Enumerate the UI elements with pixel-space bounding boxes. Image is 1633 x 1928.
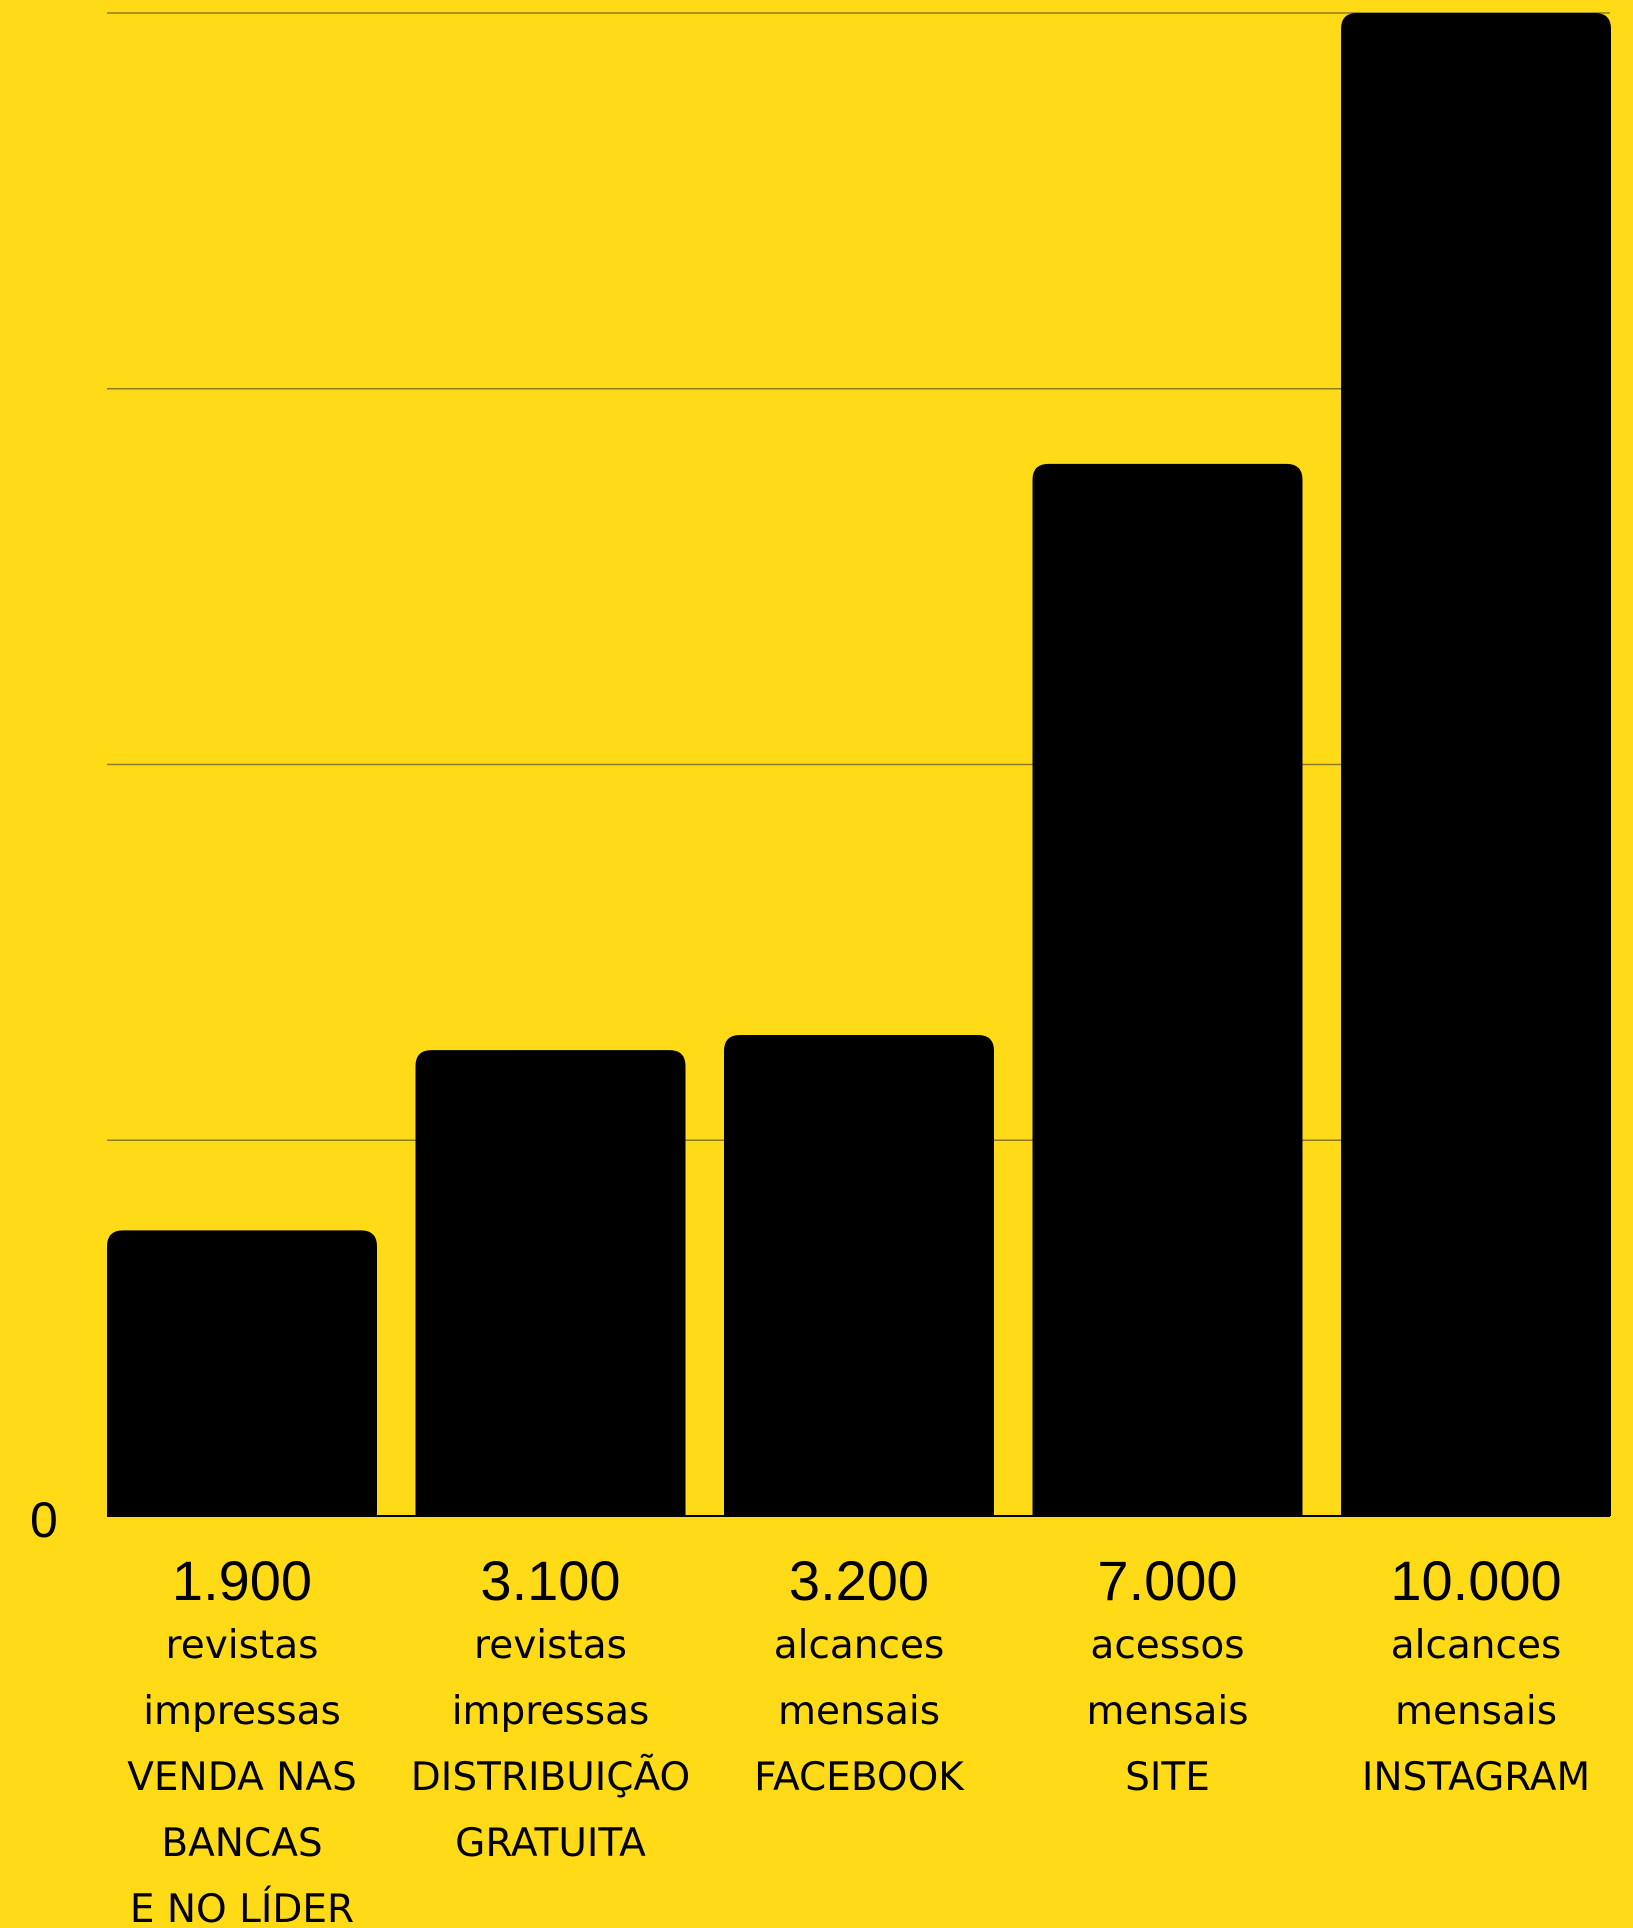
unit-label: impressas bbox=[143, 1689, 341, 1734]
category-label: VENDA NAS bbox=[127, 1755, 357, 1800]
category-label: INSTAGRAM bbox=[1362, 1755, 1590, 1800]
bar bbox=[415, 1050, 686, 1516]
unit-label: acessos bbox=[1090, 1623, 1244, 1668]
category-label: GRATUITA bbox=[455, 1821, 646, 1866]
bars bbox=[107, 13, 1611, 1516]
category-label: E NO LÍDER bbox=[130, 1885, 354, 1928]
bar bbox=[724, 1035, 994, 1516]
value-label: 3.100 bbox=[480, 1549, 620, 1612]
unit-label: alcances bbox=[1391, 1623, 1562, 1668]
unit-label: mensais bbox=[1395, 1689, 1557, 1734]
value-label: 7.000 bbox=[1097, 1549, 1237, 1612]
value-label: 10.000 bbox=[1390, 1549, 1561, 1612]
value-label: 3.200 bbox=[789, 1549, 929, 1612]
y-tick-label: 0 bbox=[30, 1492, 58, 1548]
category-label: FACEBOOK bbox=[754, 1755, 965, 1800]
category-label: SITE bbox=[1125, 1755, 1210, 1800]
unit-label: alcances bbox=[774, 1623, 945, 1668]
unit-label: revistas bbox=[474, 1623, 627, 1668]
bar bbox=[1341, 13, 1611, 1516]
category-label: DISTRIBUIÇÃO bbox=[411, 1753, 690, 1800]
bar-labels: 1.900 revistas impressas VENDA NAS BANCAS E N… bbox=[127, 1549, 1590, 1928]
unit-label: impressas bbox=[452, 1689, 650, 1734]
value-label: 1.900 bbox=[172, 1549, 312, 1612]
unit-label: mensais bbox=[778, 1689, 940, 1734]
unit-label: mensais bbox=[1086, 1689, 1248, 1734]
bar bbox=[1032, 463, 1303, 1516]
bar bbox=[107, 1230, 377, 1516]
category-label: BANCAS bbox=[161, 1821, 322, 1866]
unit-label: revistas bbox=[166, 1623, 319, 1668]
